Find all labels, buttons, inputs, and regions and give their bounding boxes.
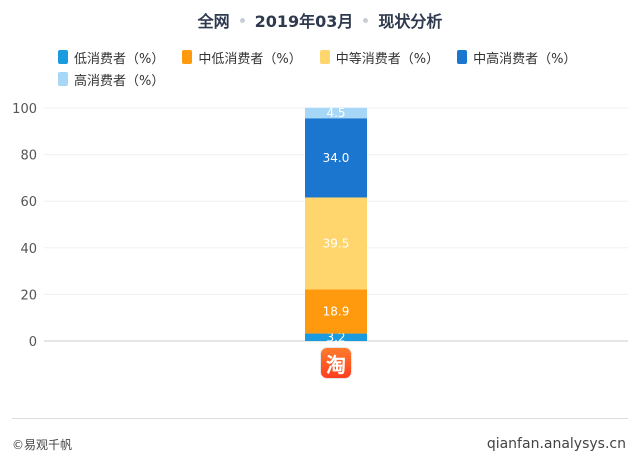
legend-swatch [182,50,193,64]
legend-swatch [58,72,68,86]
legend-item[interactable]: 中低消费者（%） [182,48,302,67]
legend-label: 中低消费者（%） [198,51,302,67]
chart-title: 全网 2019年03月 现状分析 [0,8,640,32]
chart-legend: 低消费者（%） 中低消费者（%） 中等消费者（%） 中高消费者（%） 高消费者（%） [58,48,618,89]
bar-segment [305,197,367,290]
legend-item[interactable]: 中等消费者（%） [319,48,440,67]
legend-label: 高消费者（%） [74,73,165,89]
title-scope: 全网 [197,12,230,31]
title-separator-dot [239,17,245,23]
data-label: 39.5 [323,236,350,250]
y-tick-label: 0 [29,335,37,350]
data-label: 18.9 [323,305,350,319]
legend-item[interactable]: 低消费者（%） [58,48,165,67]
legend-label: 低消费者（%） [74,51,165,67]
legend-item[interactable]: 中高消费者（%） [457,48,577,67]
footer-divider [12,418,628,419]
bar-segment [305,118,367,198]
y-tick-label: 20 [20,288,37,303]
legend-item[interactable]: 高消费者（%） [58,70,165,89]
legend-swatch [58,50,68,64]
taobao-app-icon: 淘 [320,347,352,379]
legend-swatch [457,50,468,64]
website-url[interactable]: qianfan.analysys.cn [486,436,626,452]
data-label: 3.2 [326,330,345,344]
bar-segment [305,289,367,334]
legend-swatch [319,50,330,64]
y-tick-label: 40 [20,242,37,257]
title-date: 2019年03月 [254,12,354,31]
data-label: 4.5 [326,106,345,120]
copyright-text: ©易观千帆 [12,438,73,452]
title-separator-dot [363,17,369,23]
bar-segment [305,107,367,119]
bar-segment [305,333,367,341]
y-tick-label: 80 [20,149,37,164]
legend-label: 中等消费者（%） [335,51,440,67]
legend-label: 中高消费者（%） [473,51,577,67]
title-subject: 现状分析 [378,12,443,31]
taobao-icon-glyph: 淘 [326,352,346,377]
stacked-bar-chart: 0 20 40 60 80 100 3.2 18.9 39.5 34.0 4.5 [12,102,628,350]
y-tick-label: 60 [20,195,37,210]
y-tick-label: 100 [12,102,37,117]
data-label: 34.0 [323,151,350,165]
